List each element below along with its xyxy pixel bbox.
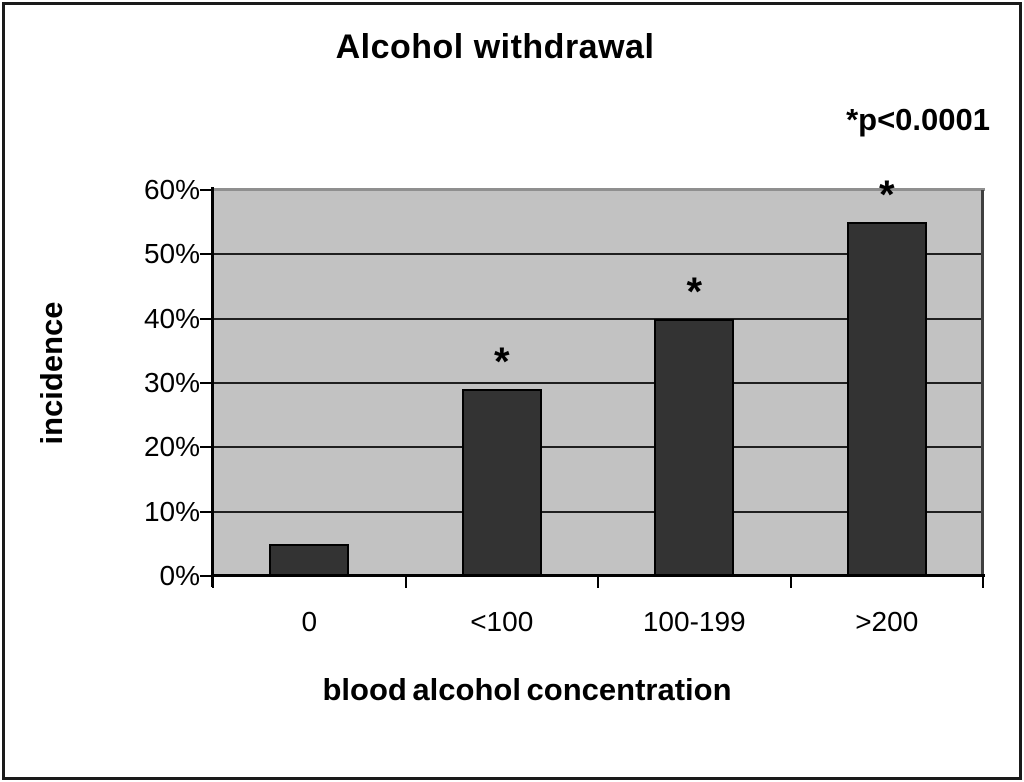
gridline: [213, 382, 983, 384]
x-tick-label: 100-199: [642, 606, 746, 637]
gridline: [213, 317, 983, 320]
y-tick-label: 60%: [143, 174, 200, 205]
y-axis-tick: [200, 575, 211, 577]
y-axis-tick: [200, 510, 211, 513]
y-axis-tick: [200, 446, 211, 449]
bar: [654, 318, 735, 576]
y-tick-label: 20%: [143, 431, 200, 463]
y-axis-line: [211, 187, 214, 587]
plot-top-border: [213, 188, 985, 191]
bar: [461, 389, 542, 576]
significance-asterisk: *: [493, 340, 510, 385]
y-tick-label: 0%: [159, 560, 200, 591]
x-tick-label: <100: [470, 606, 534, 637]
y-axis-title: incidence: [34, 301, 69, 445]
significance-note: *p<0.0001: [846, 102, 990, 137]
y-tick-label: 10%: [143, 495, 200, 527]
x-tick-label: >200: [855, 606, 919, 637]
plot-right-border: [981, 190, 984, 576]
y-axis-tick: [200, 317, 211, 320]
x-axis-tick: [597, 574, 599, 588]
x-axis-tick: [789, 574, 792, 588]
x-axis-tick: [404, 574, 407, 588]
y-axis-tick: [200, 189, 211, 191]
y-axis-tick: [200, 253, 211, 256]
y-tick-label: 50%: [143, 238, 200, 270]
bar: [269, 543, 350, 576]
y-axis-tick: [200, 382, 211, 384]
y-tick-label: 30%: [143, 367, 200, 398]
x-axis-tick: [982, 574, 984, 588]
significance-asterisk: *: [686, 269, 703, 314]
x-tick-label: 0: [301, 606, 318, 637]
significance-asterisk: *: [878, 173, 895, 218]
gridline: [213, 253, 983, 256]
gridline: [213, 510, 983, 513]
bar: [846, 222, 927, 576]
x-axis-title: blood alcohol concentration: [322, 672, 732, 707]
x-axis-tick: [212, 574, 214, 588]
y-tick-label: 40%: [143, 302, 200, 334]
gridline: [213, 446, 983, 449]
chart-title: Alcohol withdrawal: [335, 28, 655, 66]
